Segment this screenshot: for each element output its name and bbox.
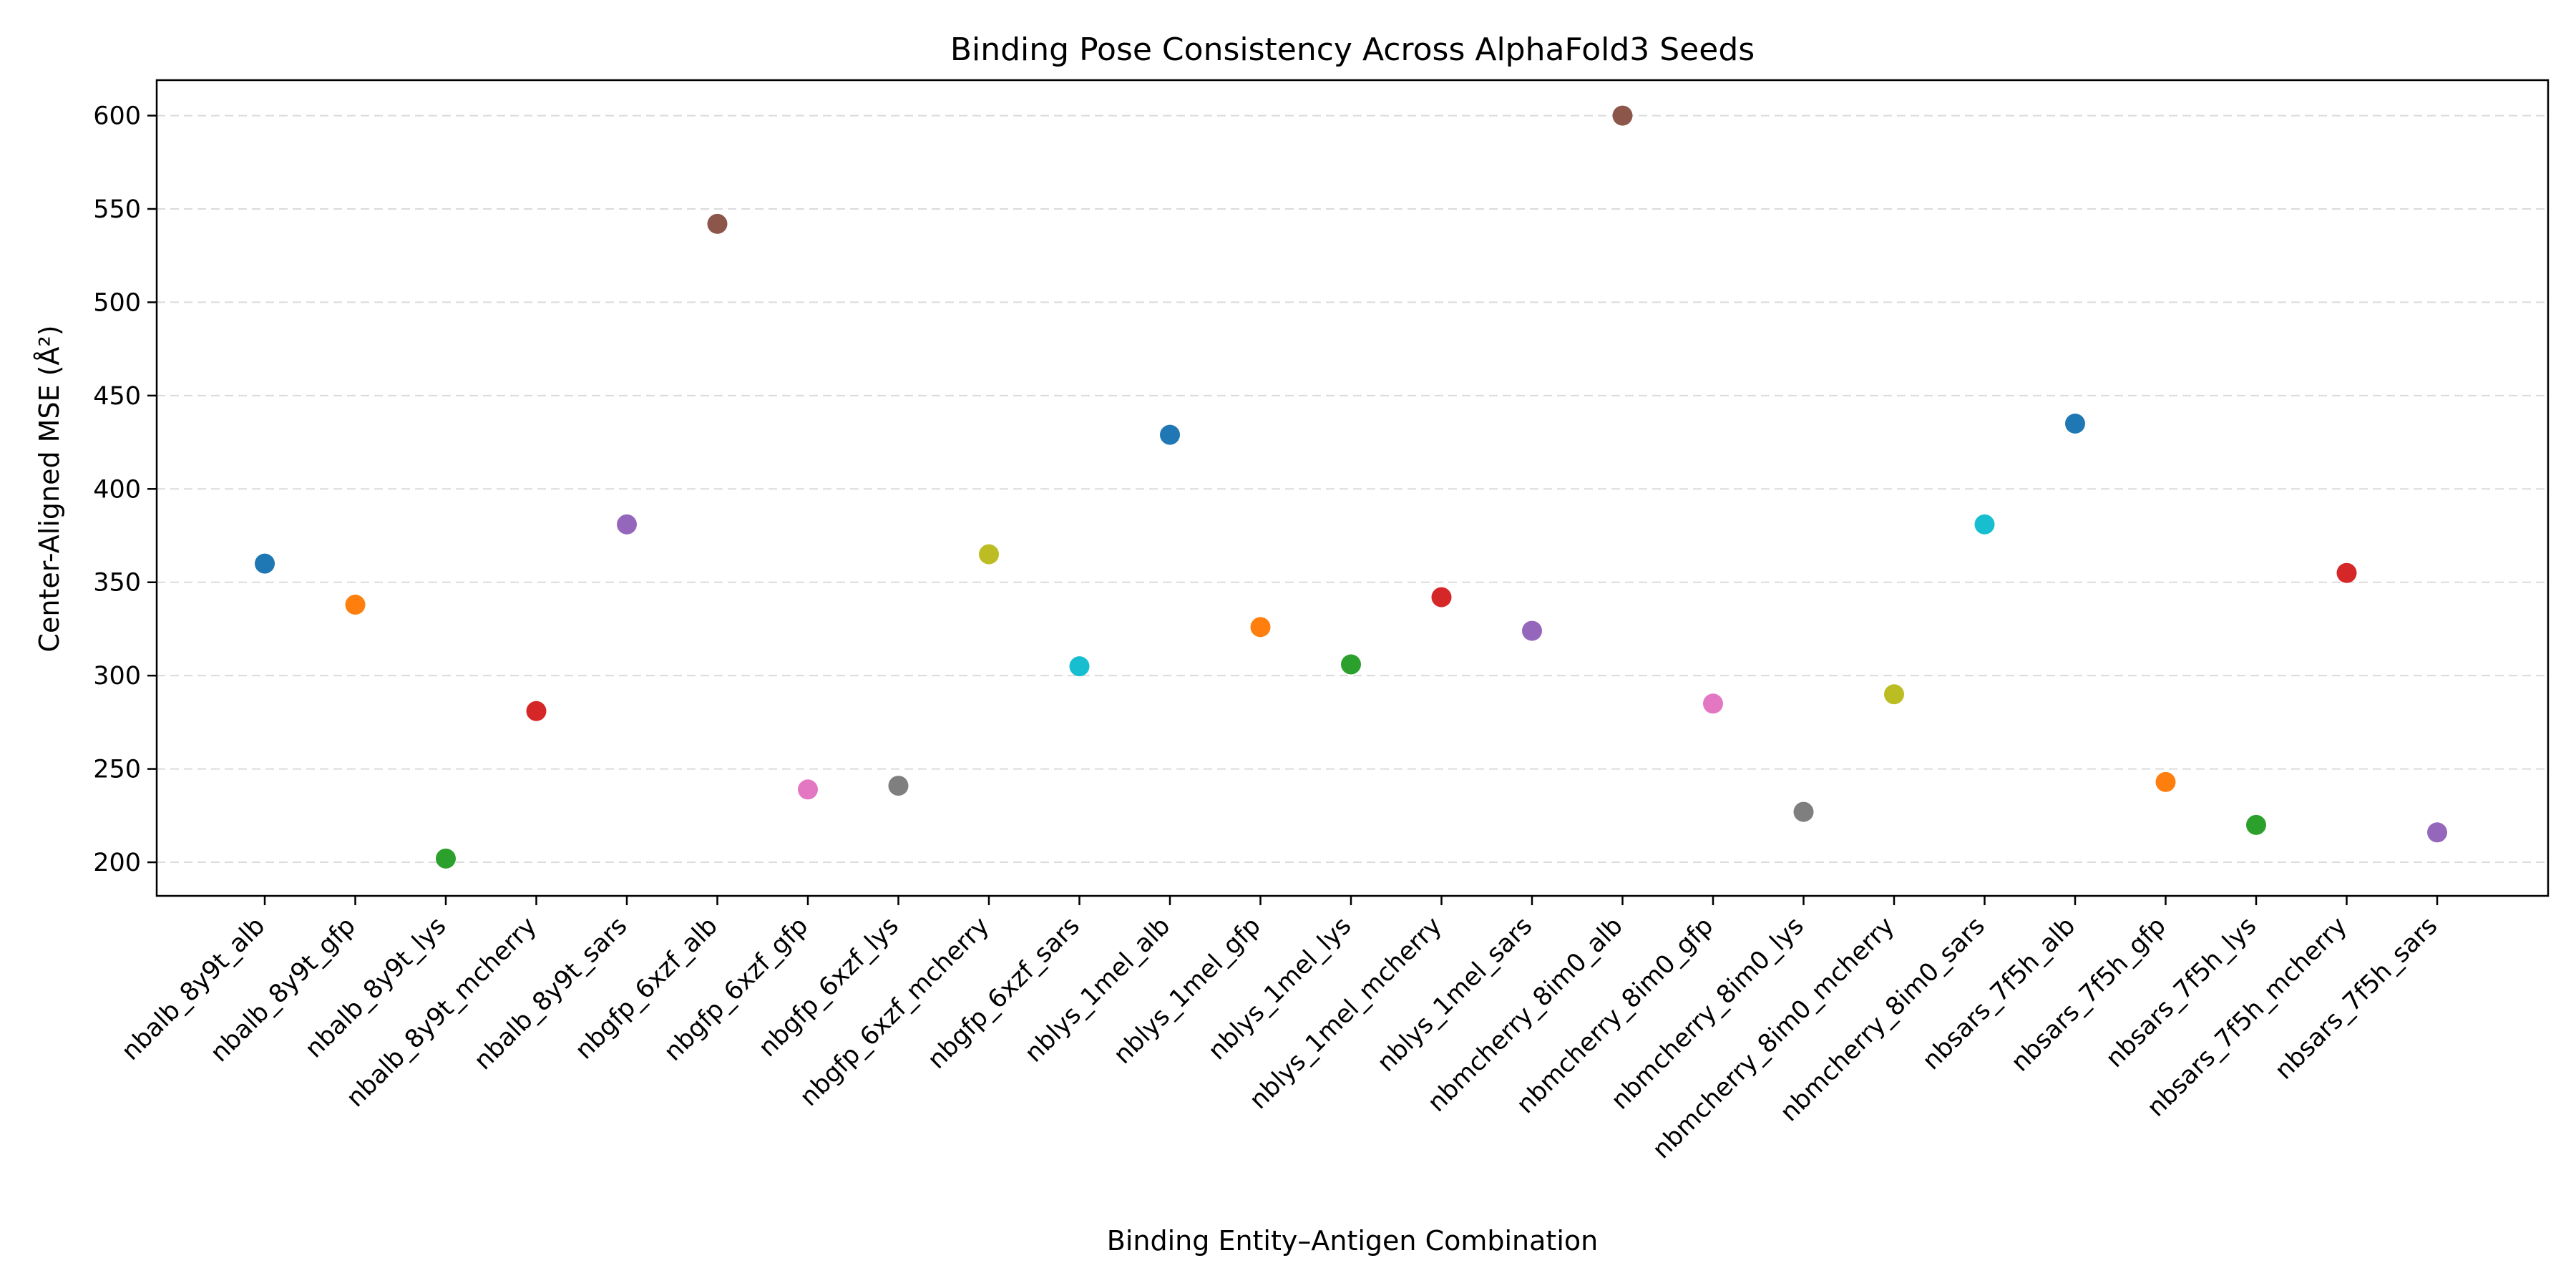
y-tick-label: 500 [93, 288, 141, 317]
data-point [2155, 771, 2176, 792]
data-point [2065, 414, 2085, 434]
data-point [617, 514, 637, 535]
y-tick-label: 200 [93, 849, 141, 877]
x-axis: nbalb_8y9t_albnbalb_8y9t_gfpnbalb_8y9t_l… [117, 896, 2444, 1164]
data-point [1703, 693, 1723, 714]
y-tick-label: 550 [93, 195, 141, 224]
data-point [979, 544, 999, 565]
data-point [345, 595, 366, 615]
plot-frame [155, 79, 2550, 897]
y-axis-label: Center-Aligned MSE (Å²) [34, 325, 65, 652]
data-point [1160, 424, 1180, 445]
data-point [2336, 562, 2357, 583]
data-point [2246, 814, 2266, 835]
y-tick-label: 250 [93, 756, 141, 784]
y-tick-label: 300 [93, 662, 141, 691]
data-point [707, 213, 728, 234]
y-tick-label: 350 [93, 569, 141, 597]
x-tick-label: nblys_1mel_sars [1372, 912, 1538, 1078]
data-point [1522, 620, 1542, 641]
data-point [1612, 105, 1633, 126]
chart-title: Binding Pose Consistency Across AlphaFol… [950, 31, 1755, 68]
x-axis-label: Binding Entity–Antigen Combination [1107, 1225, 1598, 1257]
grid-lines [157, 114, 2548, 864]
x-tick-label: nbalb_8y9t_sars [469, 912, 633, 1075]
data-point [255, 553, 275, 574]
data-point [1884, 684, 1904, 705]
data-point [1341, 654, 1361, 675]
data-point [1793, 801, 1814, 822]
y-tick-label: 600 [93, 102, 141, 131]
data-point [888, 776, 909, 796]
y-tick-label: 400 [93, 475, 141, 504]
data-points [255, 105, 2447, 869]
x-tick-label: nbsars_7f5h_alb [1917, 912, 2081, 1075]
y-axis: 200 250 300 350 400 450 500 550 600 [93, 102, 157, 877]
data-point [526, 701, 547, 721]
data-point [1431, 587, 1452, 608]
data-point [1974, 514, 1995, 535]
x-tick-label: nbgfp_6xzf_sars [922, 912, 1085, 1075]
data-point [798, 779, 818, 800]
data-point [1250, 617, 1271, 638]
x-tick-label: nbsars_7f5h_lys [2100, 912, 2262, 1073]
data-point [1069, 656, 1090, 677]
data-point [2427, 822, 2447, 843]
data-point [436, 848, 456, 869]
y-tick-label: 450 [93, 382, 141, 411]
x-tick-label: nbsars_7f5h_gfp [2006, 912, 2172, 1078]
x-tick-label: nbsars_7f5h_sars [2270, 912, 2444, 1085]
